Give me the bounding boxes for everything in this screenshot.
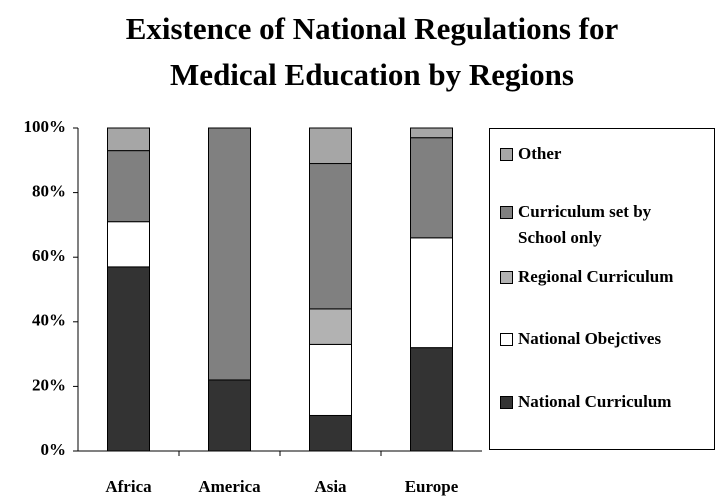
bar-segment	[309, 343, 352, 416]
legend-label: Regional Curriculum	[518, 267, 674, 286]
legend-entry: Other	[500, 141, 710, 167]
legend-swatch	[500, 333, 513, 346]
legend-label: Curriculum set by School only	[518, 202, 652, 247]
x-tick-label: Europe	[405, 477, 459, 496]
bar-segment	[208, 127, 251, 381]
legend-label: National Obejctives	[518, 329, 662, 348]
legend-entry: National Curriculum	[500, 389, 710, 415]
bar-segment	[309, 163, 352, 310]
bar-segment	[309, 308, 352, 345]
chart-title: Existence of National Regulations for Me…	[125, 11, 619, 92]
bar-segment	[309, 414, 352, 452]
legend-swatch	[500, 271, 513, 284]
legend-entry: Curriculum set by School only	[500, 199, 710, 251]
y-tick-label: 60%	[32, 246, 66, 265]
x-tick-label: Asia	[314, 477, 347, 496]
y-tick-label: 20%	[32, 375, 66, 394]
y-tick-label: 100%	[24, 117, 67, 136]
bar-segment	[107, 127, 150, 152]
legend-swatch	[500, 396, 513, 409]
x-tick-label: Africa	[105, 477, 152, 496]
bar-segment	[410, 127, 453, 139]
bar-segment	[107, 266, 150, 452]
legend-label: National Curriculum	[518, 392, 672, 411]
bar-segment	[309, 127, 352, 165]
bar-segment	[410, 347, 453, 452]
legend-label: Other	[518, 144, 562, 163]
legend-entry: National Obejctives	[500, 326, 710, 352]
bar-segment	[107, 150, 150, 223]
x-tick-label: America	[198, 477, 261, 496]
y-tick-label: 80%	[32, 182, 66, 201]
y-tick-label: 40%	[32, 311, 66, 330]
legend: Other Curriculum set by School only Region…	[489, 128, 715, 450]
bar-segment	[208, 379, 251, 452]
legend-swatch	[500, 148, 513, 161]
bar-segment	[410, 237, 453, 349]
bar-segment	[410, 137, 453, 239]
bar-segment	[107, 221, 150, 268]
y-tick-label: 0%	[41, 440, 67, 459]
legend-swatch	[500, 206, 513, 219]
legend-entry: Regional Curriculum	[500, 264, 710, 290]
